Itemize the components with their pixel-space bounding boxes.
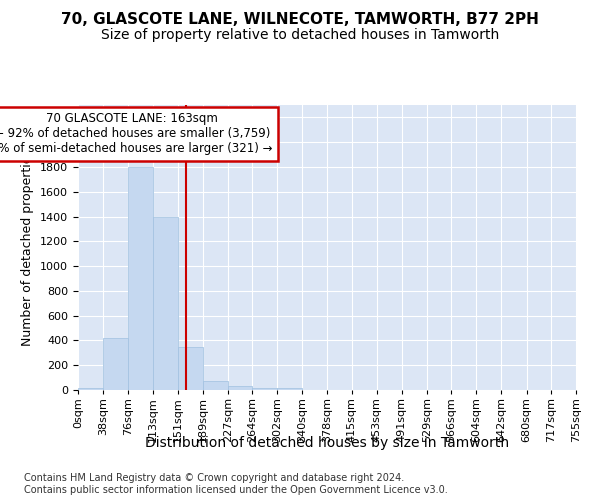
Y-axis label: Number of detached properties: Number of detached properties [22,149,34,346]
Text: Size of property relative to detached houses in Tamworth: Size of property relative to detached ho… [101,28,499,42]
Bar [152,216,178,390]
Bar [228,386,252,390]
Bar [277,388,302,390]
Bar [203,380,228,390]
Text: 70 GLASCOTE LANE: 163sqm
← 92% of detached houses are smaller (3,759)
8% of semi: 70 GLASCOTE LANE: 163sqm ← 92% of detach… [0,112,272,156]
Text: Distribution of detached houses by size in Tamworth: Distribution of detached houses by size … [145,436,509,450]
Bar [78,388,103,390]
Bar [252,388,277,390]
Text: Contains HM Land Registry data © Crown copyright and database right 2024.
Contai: Contains HM Land Registry data © Crown c… [24,474,448,495]
Bar [178,346,203,390]
Text: 70, GLASCOTE LANE, WILNECOTE, TAMWORTH, B77 2PH: 70, GLASCOTE LANE, WILNECOTE, TAMWORTH, … [61,12,539,28]
Bar [103,338,128,390]
Bar [128,167,152,390]
